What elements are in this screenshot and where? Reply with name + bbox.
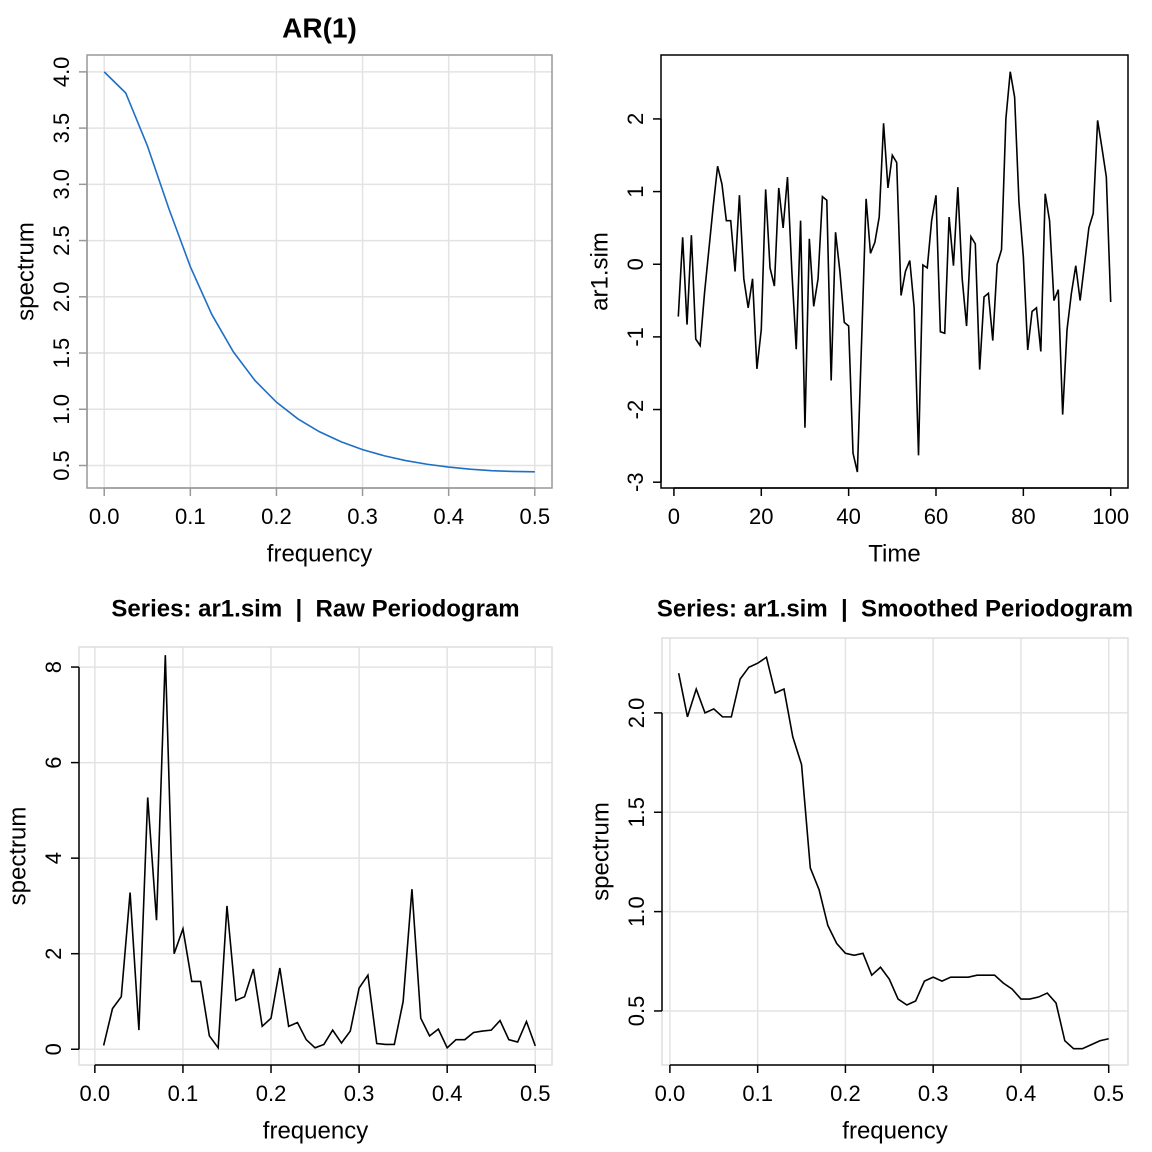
y-axis-label: ar1.sim [586, 232, 613, 311]
y-tick-label: 6 [41, 756, 66, 768]
x-tick-label: 0.3 [918, 1081, 949, 1106]
plot-frame [660, 54, 1129, 489]
y-axis-label: spectrum [4, 807, 31, 906]
x-tick-label: 0.0 [655, 1081, 686, 1106]
y-tick-label: 2 [41, 948, 66, 960]
x-axis-label: frequency [267, 540, 372, 567]
x-tick-label: 0.5 [520, 1081, 551, 1106]
x-tick-label: 40 [836, 504, 860, 529]
y-axis-label: spectrum [12, 222, 39, 321]
x-tick-label: 0.3 [344, 1081, 375, 1106]
y-tick-label: 2.5 [49, 225, 74, 256]
y-tick-label: 1.0 [49, 394, 74, 425]
y-tick-label: -2 [623, 400, 648, 420]
y-tick-label: 3.5 [49, 113, 74, 144]
data-line [102, 655, 537, 1051]
y-tick-label: 1.5 [624, 797, 649, 828]
x-tick-label: 0.1 [742, 1081, 773, 1106]
x-tick-label: 0.5 [519, 504, 550, 529]
data-line [103, 71, 535, 473]
x-axis-label: frequency [263, 1117, 368, 1144]
x-tick-label: 0.4 [1006, 1081, 1037, 1106]
x-axis-label: Time [868, 540, 920, 567]
x-tick-label: 0.2 [256, 1081, 287, 1106]
y-tick-label: 0.5 [49, 450, 74, 481]
y-tick-label: 0 [623, 258, 648, 270]
x-tick-label: 0.1 [175, 504, 206, 529]
x-tick-label: 0.2 [261, 504, 292, 529]
x-tick-label: 0.5 [1093, 1081, 1124, 1106]
y-tick-label: 3.0 [49, 169, 74, 200]
plot-frame [661, 637, 1129, 1066]
x-tick-label: 0.1 [168, 1081, 199, 1106]
x-tick-label: 0 [668, 504, 680, 529]
y-tick-label: 4 [41, 852, 66, 864]
y-tick-label: 1.0 [624, 896, 649, 927]
y-axis-label: spectrum [587, 802, 614, 901]
x-tick-label: 0.0 [89, 504, 120, 529]
x-tick-label: 20 [749, 504, 773, 529]
x-tick-label: 60 [924, 504, 948, 529]
y-tick-label: 2.0 [49, 282, 74, 313]
chart-title: AR(1) [282, 12, 357, 43]
y-tick-label: 2 [623, 113, 648, 125]
chart-title: Series: ar1.sim | Raw Periodogram [111, 595, 519, 622]
y-tick-label: 0.5 [624, 996, 649, 1027]
x-tick-label: 0.2 [830, 1081, 861, 1106]
x-axis-label: frequency [842, 1117, 947, 1144]
plot-frame [78, 646, 553, 1066]
y-tick-label: 2.0 [624, 698, 649, 729]
x-tick-label: 0.3 [347, 504, 378, 529]
x-tick-label: 0.0 [80, 1081, 111, 1106]
y-tick-label: -3 [623, 472, 648, 492]
y-tick-label: 1 [623, 185, 648, 197]
y-tick-label: 4.0 [49, 57, 74, 88]
chart-title: Series: ar1.sim | Smoothed Periodogram [657, 595, 1133, 622]
y-tick-label: -1 [623, 327, 648, 347]
x-tick-label: 80 [1011, 504, 1035, 529]
plot-frame [86, 54, 553, 489]
x-tick-label: 0.4 [433, 504, 464, 529]
x-tick-label: 0.4 [432, 1081, 463, 1106]
y-tick-label: 1.5 [49, 338, 74, 369]
data-line [677, 655, 1109, 1050]
y-tick-label: 0 [41, 1043, 66, 1055]
x-tick-label: 100 [1092, 504, 1129, 529]
data-line [677, 71, 1112, 473]
y-tick-label: 8 [41, 661, 66, 673]
